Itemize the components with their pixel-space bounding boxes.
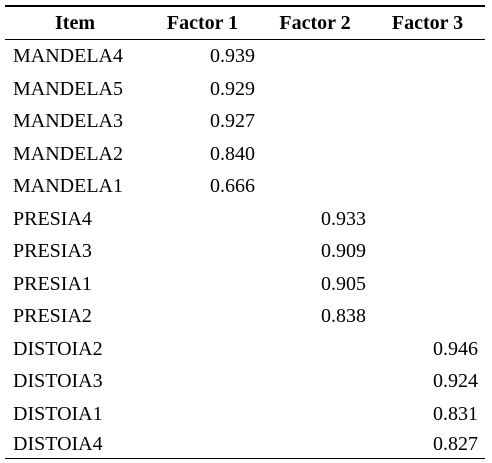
factor-2-loading-cell xyxy=(260,138,370,171)
header-item: Item xyxy=(55,12,95,34)
factor-2-loading-cell xyxy=(260,170,370,203)
table-row: PRESIA3 0.909 xyxy=(5,235,485,268)
item-name-cell: DISTOIA3 xyxy=(13,370,103,392)
factor-2-loading-cell xyxy=(260,73,370,106)
table-row: PRESIA4 0.933 xyxy=(5,203,485,236)
factor-2-loading-cell xyxy=(260,430,370,459)
header-row: Item Factor 1 Factor 2 Factor 3 xyxy=(5,6,485,40)
factor-3-loading-cell xyxy=(370,300,485,333)
item-name-cell: PRESIA1 xyxy=(13,272,92,295)
table-row: MANDELA1 0.666 xyxy=(5,170,485,203)
factor-3-loading-cell xyxy=(370,105,485,138)
factor-3-loading-cell: 0.827 xyxy=(433,433,478,455)
factor-3-loading-cell: 0.946 xyxy=(433,337,478,360)
factor-2-loading-cell: 0.933 xyxy=(321,207,366,230)
item-name-cell: MANDELA3 xyxy=(13,110,123,132)
factor-1-loading-cell xyxy=(145,300,260,333)
factor-3-loading-cell xyxy=(370,268,485,301)
factor-loadings-table-container: Item Factor 1 Factor 2 Factor 3 MANDELA4… xyxy=(5,5,485,459)
item-name-cell: MANDELA1 xyxy=(13,175,123,197)
item-name-cell: PRESIA4 xyxy=(13,207,92,230)
item-name-cell: MANDELA4 xyxy=(13,45,123,67)
table-row: MANDELA2 0.840 xyxy=(5,138,485,171)
factor-3-loading-cell: 0.831 xyxy=(433,402,478,425)
table-row: MANDELA3 0.927 xyxy=(5,105,485,138)
table-row: DISTOIA3 0.924 xyxy=(5,365,485,398)
item-name-cell: DISTOIA1 xyxy=(13,402,103,425)
factor-3-loading-cell xyxy=(370,40,485,73)
table-row: DISTOIA1 0.831 xyxy=(5,398,485,431)
factor-2-loading-cell xyxy=(260,333,370,366)
table-row: MANDELA4 0.939 xyxy=(5,40,485,73)
factor-3-loading-cell xyxy=(370,235,485,268)
item-name-cell: DISTOIA2 xyxy=(13,337,103,360)
factor-2-loading-cell: 0.838 xyxy=(321,305,366,327)
item-name-cell: MANDELA2 xyxy=(13,142,123,165)
factor-1-loading-cell: 0.666 xyxy=(210,175,255,197)
factor-1-loading-cell xyxy=(145,430,260,459)
item-name-cell: PRESIA2 xyxy=(13,305,92,327)
factor-3-loading-cell xyxy=(370,138,485,171)
item-name-cell: DISTOIA4 xyxy=(13,433,103,455)
table-body: MANDELA4 0.939 MANDELA5 0.929 MANDELA3 0.927 M… xyxy=(5,40,485,459)
factor-2-loading-cell xyxy=(260,398,370,431)
factor-2-loading-cell xyxy=(260,105,370,138)
factor-2-loading-cell xyxy=(260,365,370,398)
factor-1-loading-cell xyxy=(145,365,260,398)
table-row: PRESIA2 0.838 xyxy=(5,300,485,333)
factor-1-loading-cell: 0.927 xyxy=(210,110,255,132)
header-factor-1: Factor 1 xyxy=(166,12,239,34)
item-name-cell: MANDELA5 xyxy=(13,77,123,100)
table-row: DISTOIA2 0.946 xyxy=(5,333,485,366)
table-row: DISTOIA4 0.827 xyxy=(5,430,485,459)
factor-2-loading-cell: 0.905 xyxy=(321,272,366,295)
table-header: Item Factor 1 Factor 2 Factor 3 xyxy=(5,6,485,40)
factor-3-loading-cell: 0.924 xyxy=(433,370,478,392)
header-factor-2: Factor 2 xyxy=(279,12,351,34)
factor-3-loading-cell xyxy=(370,203,485,236)
factor-1-loading-cell: 0.840 xyxy=(210,142,255,165)
table-row: PRESIA1 0.905 xyxy=(5,268,485,301)
table-row: MANDELA5 0.929 xyxy=(5,73,485,106)
factor-1-loading-cell xyxy=(145,203,260,236)
factor-loadings-table: Item Factor 1 Factor 2 Factor 3 MANDELA4… xyxy=(5,5,485,459)
factor-1-loading-cell xyxy=(145,268,260,301)
factor-2-loading-cell xyxy=(260,40,370,73)
factor-1-loading-cell: 0.939 xyxy=(210,45,255,67)
factor-1-loading-cell: 0.929 xyxy=(210,77,255,100)
item-name-cell: PRESIA3 xyxy=(13,240,92,262)
factor-3-loading-cell xyxy=(370,170,485,203)
factor-1-loading-cell xyxy=(145,333,260,366)
factor-3-loading-cell xyxy=(370,73,485,106)
header-factor-3: Factor 3 xyxy=(391,12,464,34)
factor-2-loading-cell: 0.909 xyxy=(321,240,366,262)
factor-1-loading-cell xyxy=(145,398,260,431)
factor-1-loading-cell xyxy=(145,235,260,268)
